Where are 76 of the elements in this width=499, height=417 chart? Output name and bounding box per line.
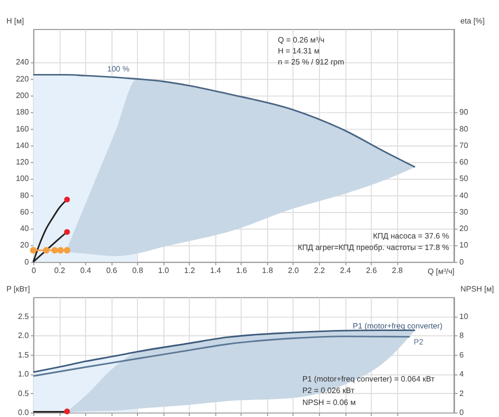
x-tick-label: 0.4 [80, 266, 92, 276]
y2-tick-label: 0 [459, 257, 464, 266]
y2-tick-label: 2 [459, 388, 464, 398]
y-tick-label: 80 [20, 190, 30, 200]
y2-axis-title: NPSH [м] [460, 284, 494, 294]
x-tick-label: 0.6 [106, 266, 118, 276]
series-label: P1 (motor+freq converter) [352, 321, 443, 330]
point [64, 246, 70, 254]
point [64, 196, 70, 202]
y2-tick-label: 50 [459, 174, 469, 184]
y-tick-label: 1.0 [18, 370, 30, 379]
y2-tick-label: 60 [459, 158, 469, 167]
y2-tick-label: 80 [459, 124, 469, 134]
y2-tick-label: 30 [459, 207, 469, 216]
y-tick-label: 160 [16, 124, 30, 134]
annotation: P1 (motor+freq converter) = 0.064 кВт [302, 374, 435, 384]
y-tick-label: 0.0 [18, 408, 30, 417]
y2-tick-label: 40 [459, 190, 469, 200]
y2-tick-label: 20 [459, 224, 469, 234]
y2-tick-label: 8 [459, 331, 464, 340]
y2-tick-label: 10 [459, 312, 469, 321]
annotation: NPSH = 0.06 м [302, 398, 356, 407]
x-axis-title: Q [м³/ч] [428, 267, 454, 276]
y-tick-label: 1.5 [18, 350, 30, 360]
y2-tick-label: 70 [459, 140, 469, 150]
y2-tick-label: 0 [459, 408, 464, 417]
x-tick-label: 1.6 [236, 266, 247, 276]
x-tick-label: 1.4 [210, 266, 222, 276]
y-tick-label: 220 [16, 74, 30, 84]
annotation: КПД насоса = 37.6 % [372, 231, 450, 240]
x-tick-label: 2.0 [288, 266, 300, 276]
annotation: P2 = 0.026 кВт [302, 386, 355, 396]
x-tick-label: 0.8 [132, 266, 144, 276]
point [64, 229, 70, 235]
x-tick-label: 0.2 [54, 266, 66, 276]
x-tick-label: 0 [32, 266, 37, 276]
point [57, 246, 64, 254]
y-axis-title: H [м] [6, 16, 24, 26]
x-tick-label: 2.8 [392, 266, 403, 276]
x-tick-label: 2.4 [340, 266, 352, 276]
x-tick-label: 1.8 [262, 266, 273, 276]
annotation: КПД агрег=КПД преобр. частоты = 17.8 % [298, 243, 450, 252]
y-tick-label: 2.0 [18, 331, 30, 340]
annotation: n = 25 % / 912 rpm [278, 57, 344, 66]
y-tick-label: 40 [20, 224, 30, 234]
x-tick-label: 1.2 [184, 266, 196, 276]
x-tick-label: 2.2 [314, 266, 325, 276]
y-tick-label: 180 [16, 108, 30, 117]
series-label: P2 [414, 338, 424, 347]
annotation: H = 14.31 м [278, 46, 320, 56]
y-tick-label: 120 [16, 158, 30, 167]
series-label: 100 % [107, 64, 130, 74]
y-tick-label: 140 [16, 140, 30, 150]
point [51, 246, 58, 254]
y2-tick-label: 90 [459, 108, 469, 117]
y-tick-label: 0.5 [18, 388, 30, 398]
point [30, 246, 37, 254]
y-tick-label: 100 [16, 174, 30, 184]
y2-axis-title: eta [%] [460, 16, 485, 26]
x-tick-label: 2.6 [366, 266, 377, 276]
y2-tick-label: 4 [459, 370, 464, 379]
y2-tick-label: 6 [459, 350, 464, 360]
annotation: Q = 0.26 м³/ч [278, 36, 324, 45]
y-tick-label: 0 [24, 257, 30, 266]
y-axis-title: P [кВт] [6, 284, 30, 294]
y-tick-label: 200 [16, 91, 30, 100]
y-tick-label: 2.5 [18, 312, 30, 321]
y2-tick-label: 10 [459, 240, 469, 250]
line-series [32, 329, 416, 373]
y-tick-label: 20 [20, 240, 30, 250]
y-tick-label: 240 [16, 58, 30, 67]
line-series [32, 74, 416, 168]
line-series [32, 336, 411, 377]
y-tick-label: 60 [20, 207, 30, 216]
x-tick-label: 1.0 [158, 266, 170, 276]
point [42, 246, 50, 254]
